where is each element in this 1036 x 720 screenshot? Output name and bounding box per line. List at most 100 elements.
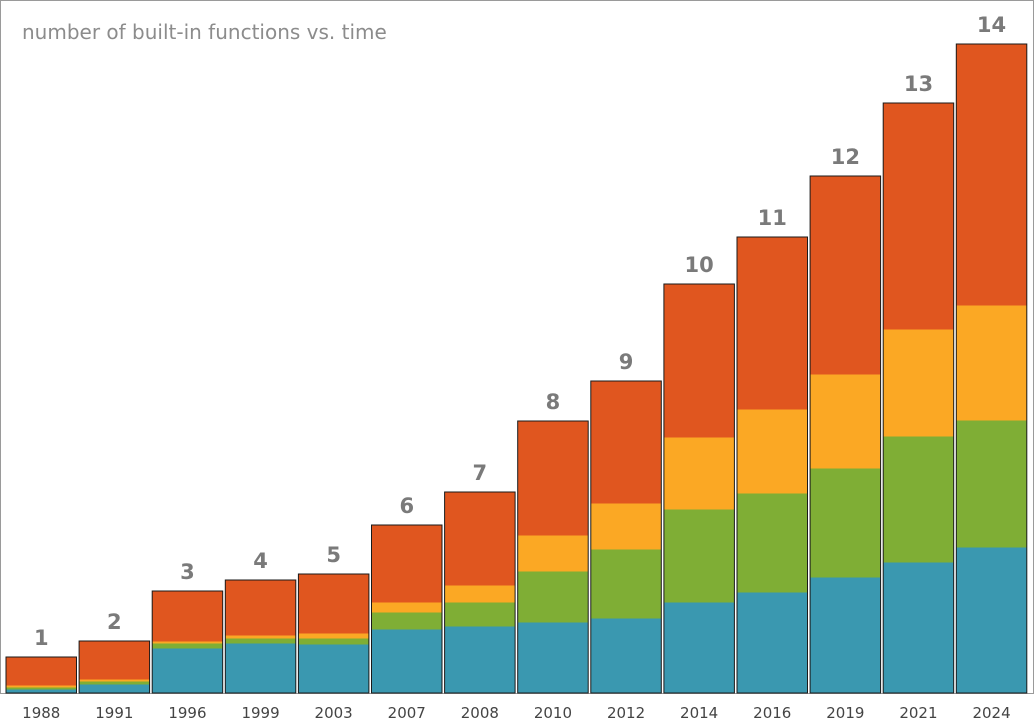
chart-title: number of built-in functions vs. time — [22, 20, 387, 44]
bar-segment-2014-3 — [663, 284, 735, 438]
bar-segment-2019-0 — [810, 577, 881, 694]
version-label: 3 — [180, 560, 195, 584]
x-tick-label: 2016 — [753, 704, 791, 720]
bar-segment-2007-3 — [371, 525, 442, 603]
bar-segment-2016-3 — [737, 237, 808, 410]
bar-segment-1999-3 — [225, 580, 296, 636]
bar-segment-2024-3 — [956, 44, 1027, 306]
x-tick-label: 2010 — [534, 704, 572, 720]
bar-segment-1999-2 — [225, 635, 296, 639]
version-label: 8 — [546, 390, 561, 414]
bar-segment-2007-2 — [371, 602, 442, 613]
bar-segment-1991-0 — [79, 684, 150, 694]
bar-segment-2008-2 — [444, 585, 516, 603]
x-tick-label: 2024 — [972, 704, 1010, 720]
bar-outline-2003 — [297, 573, 370, 694]
bar-outline-2019 — [809, 175, 882, 694]
x-tick-label: 2007 — [388, 704, 426, 720]
x-tick-label: 2019 — [826, 704, 864, 720]
bar-segment-2003-2 — [298, 633, 369, 639]
bar-segment-2008-3 — [444, 492, 516, 586]
bar-segment-1991-3 — [79, 641, 150, 680]
x-tick-label: 2008 — [461, 704, 499, 720]
bar-segment-2016-1 — [737, 493, 808, 593]
version-label: 7 — [473, 461, 488, 485]
bar-segment-2010-1 — [517, 571, 589, 623]
bar-segment-1996-1 — [152, 643, 223, 649]
bar-segment-2021-2 — [883, 329, 954, 437]
x-tick-label: 2012 — [607, 704, 645, 720]
bar-segment-1991-1 — [79, 681, 150, 685]
x-tick-label: 1988 — [22, 704, 60, 720]
version-label: 2 — [107, 610, 122, 634]
bar-segment-1996-0 — [152, 648, 223, 694]
bar-segment-2021-0 — [883, 562, 954, 694]
bar-segment-1988-0 — [6, 689, 77, 694]
bar-outline-1988 — [5, 656, 77, 694]
version-label: 13 — [904, 72, 933, 96]
bar-segment-2010-2 — [517, 535, 589, 572]
bar-segment-2024-2 — [956, 305, 1027, 421]
bar-segment-2024-1 — [956, 420, 1027, 548]
bar-outline-1996 — [151, 590, 224, 694]
version-label: 6 — [399, 494, 414, 518]
bar-segment-2007-1 — [371, 612, 442, 630]
bar-outline-2021 — [882, 102, 955, 694]
bar-outline-1991 — [78, 640, 151, 694]
bar-segment-2012-1 — [590, 549, 662, 619]
bar-outline-2010 — [517, 420, 589, 694]
bar-segment-1999-1 — [225, 638, 296, 644]
bar-segment-2003-0 — [298, 644, 369, 694]
bar-outline-2014 — [663, 283, 735, 694]
x-tick-label: 2014 — [680, 704, 718, 720]
bar-segment-2007-0 — [371, 629, 442, 694]
bar-outline-2024 — [955, 43, 1028, 694]
bar-segment-2021-1 — [883, 436, 954, 563]
bar-outline-2012 — [590, 380, 662, 694]
bar-segment-2008-1 — [444, 602, 516, 627]
bar-segment-1996-2 — [152, 641, 223, 644]
x-tick-label: 2003 — [315, 704, 353, 720]
bar-segment-2012-2 — [590, 503, 662, 550]
bar-outline-2016 — [736, 236, 808, 694]
bar-segment-2016-0 — [737, 592, 808, 694]
chart-frame — [0, 0, 1034, 694]
x-tick-label: 1999 — [241, 704, 279, 720]
version-label: 10 — [685, 253, 714, 277]
bar-outline-1999 — [224, 579, 297, 694]
x-tick-label: 2021 — [899, 704, 937, 720]
bar-segment-2010-3 — [517, 421, 589, 536]
bar-segment-1988-1 — [6, 687, 77, 690]
x-tick-label: 1996 — [168, 704, 206, 720]
version-label: 12 — [831, 145, 860, 169]
bar-segment-2003-3 — [298, 574, 369, 634]
bar-segment-2019-3 — [810, 176, 881, 375]
bar-segment-2024-0 — [956, 547, 1027, 694]
version-label: 11 — [758, 206, 787, 230]
bar-segment-2019-1 — [810, 468, 881, 578]
bar-segment-2016-2 — [737, 409, 808, 494]
bar-segment-2012-0 — [590, 618, 662, 694]
bar-segment-1991-2 — [79, 679, 150, 682]
version-label: 4 — [253, 549, 268, 573]
bar-segment-2008-0 — [444, 626, 516, 694]
version-label: 5 — [326, 543, 341, 567]
version-label: 14 — [977, 13, 1006, 37]
bar-segment-1996-3 — [152, 591, 223, 642]
bar-segment-2014-1 — [663, 509, 735, 603]
bar-segment-2014-0 — [663, 602, 735, 694]
bar-segment-1988-2 — [6, 685, 77, 688]
bar-outline-2007 — [371, 524, 443, 694]
bar-outline-2008 — [444, 491, 516, 694]
bar-segment-1999-0 — [225, 643, 296, 694]
bar-segment-2003-1 — [298, 638, 369, 645]
bar-segment-2021-3 — [883, 103, 954, 330]
bar-segment-2010-0 — [517, 622, 589, 694]
x-tick-label: 1991 — [95, 704, 133, 720]
bar-segment-2012-3 — [590, 381, 662, 504]
version-label: 9 — [619, 350, 634, 374]
bar-segment-2014-2 — [663, 437, 735, 510]
bar-segment-2019-2 — [810, 374, 881, 469]
version-label: 1 — [34, 626, 49, 650]
